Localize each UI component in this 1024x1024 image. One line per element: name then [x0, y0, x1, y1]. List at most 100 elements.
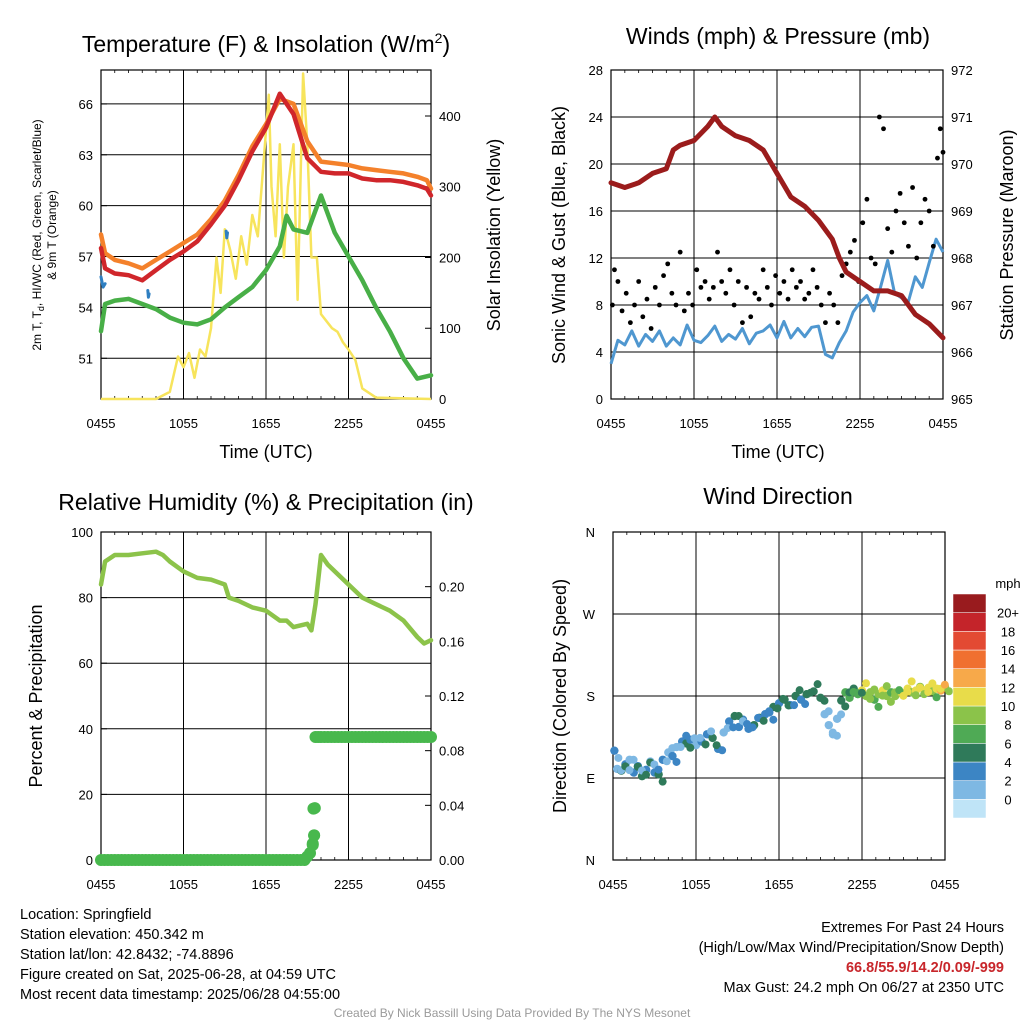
gust-point [781, 279, 787, 284]
wind-direction-point [911, 691, 920, 700]
gust-point [864, 196, 870, 202]
gust-point [860, 220, 866, 226]
y2-tick-label: 966 [951, 345, 973, 360]
gust-point [669, 290, 675, 296]
wind-direction-point [824, 720, 833, 730]
gust-point [937, 126, 943, 132]
wind-direction-point [707, 727, 716, 736]
gust-point [852, 237, 857, 243]
gust-point [806, 290, 812, 296]
station-latlon: Station lat/lon: 42.8432; -74.8896 [20, 947, 234, 963]
wind-direction-point [769, 715, 778, 724]
wind-direction-point [658, 777, 667, 786]
extremes-heading: Extremes For Past 24 Hours [821, 920, 1004, 936]
gust-point [627, 320, 633, 326]
gust-point [935, 155, 940, 161]
y2-tick-label: 0.12 [439, 689, 464, 704]
gust-point [644, 296, 650, 302]
y-tick-label: 0 [596, 392, 603, 407]
y-tick-label: 51 [79, 351, 93, 366]
station-location: Location: Springfield [20, 907, 152, 923]
wind-direction-point [701, 740, 710, 749]
wind-direction-point [895, 686, 904, 695]
gust-point [827, 290, 832, 296]
gust-point [839, 273, 845, 279]
wind-direction-point [712, 741, 721, 750]
chart-title-sup: 2 [435, 30, 443, 46]
colorbar-label: 4 [1004, 755, 1011, 770]
y-axis-label: Sonic Wind & Gust (Blue, Black) [549, 106, 569, 364]
wind-direction-point [718, 746, 727, 755]
wind-direction-point [686, 743, 695, 752]
gust-point [901, 220, 907, 226]
temperature-panel: 0455 1055 1655 2255 0455 51 54 57 60 63 66 0 100 200 3… [30, 30, 504, 462]
y-tick-label: S [586, 689, 595, 704]
wind-direction-point [682, 731, 691, 740]
gust-point [777, 290, 783, 296]
wind-direction-point [806, 688, 815, 697]
y-tick-label: 16 [589, 204, 603, 219]
gust-point [831, 302, 837, 308]
gust-point [648, 326, 654, 331]
colorbar-swatch [952, 631, 987, 651]
wind-direction-point [907, 677, 916, 686]
y-tick-label: 60 [79, 656, 93, 671]
y-tick-label: 66 [79, 97, 93, 112]
wind-direction-point [614, 753, 623, 762]
y2-tick-label: 0.00 [439, 853, 464, 868]
y2-tick-label: 0.20 [439, 580, 464, 595]
wind-direction-point [662, 757, 671, 766]
gust-point [881, 126, 886, 132]
wind-direction-point [874, 702, 883, 711]
y-tick-label: N [586, 525, 595, 540]
wind-direction-point [878, 691, 887, 700]
y-tick-label: 40 [79, 722, 93, 737]
gust-point [897, 190, 903, 196]
y-tick-label: 20 [589, 157, 603, 172]
y-axis-label: Percent & Precipitation [26, 604, 46, 787]
y2-tick-label: 0.08 [439, 744, 464, 759]
y-axis-label-sub: d [36, 306, 46, 311]
wind-direction-point [841, 702, 850, 711]
colorbar-swatch [952, 593, 987, 613]
gust-point [615, 279, 621, 284]
chart-title: Wind Direction [703, 483, 853, 509]
gust-point [690, 302, 696, 308]
gust-point [876, 114, 882, 120]
x-tick-label: 0455 [599, 877, 628, 892]
y2-tick-label: 965 [951, 392, 973, 407]
wind-direction-point [642, 770, 651, 779]
gust-point [694, 267, 700, 273]
y-axis-label-part: , HI/WC (Red, Green, Scarlet/Blue) [30, 119, 44, 306]
colorbar-swatch [952, 724, 987, 744]
x-tick-label: 2255 [846, 416, 875, 431]
wind-direction-point [837, 696, 846, 705]
x-tick-label: 0455 [87, 877, 116, 892]
relative-humidity-line [98, 549, 434, 646]
colorbar-unit: mph [995, 576, 1020, 591]
colorbar-swatch [952, 761, 987, 781]
y2-tick-label: 200 [439, 250, 461, 265]
gust-point [710, 284, 716, 290]
x-tick-label: 2255 [334, 416, 363, 431]
precipitation-point [308, 829, 321, 842]
figure-created: Figure created on Sat, 2025-06-28, at 04… [20, 967, 336, 983]
y2-tick-label: 300 [439, 180, 461, 195]
y-tick-label: E [586, 771, 595, 786]
x-tick-label: 1655 [765, 877, 794, 892]
extremes-info: Extremes For Past 24 Hours (High/Low/Max… [699, 918, 1004, 998]
x-tick-label: 1655 [252, 877, 281, 892]
wind-direction-point [924, 687, 933, 696]
x-tick-label: 1655 [763, 416, 792, 431]
colorbar-swatch [952, 668, 987, 688]
y-tick-label: 54 [79, 300, 93, 315]
wind-direction-point [790, 701, 799, 710]
wind-direction-point [928, 679, 937, 688]
station-pressure-line [608, 114, 946, 341]
gust-point [702, 279, 708, 284]
gust-point [814, 284, 820, 290]
x-tick-label: 0455 [931, 877, 960, 892]
wind-direction-point [696, 733, 704, 742]
temperature-series-line [146, 289, 151, 299]
